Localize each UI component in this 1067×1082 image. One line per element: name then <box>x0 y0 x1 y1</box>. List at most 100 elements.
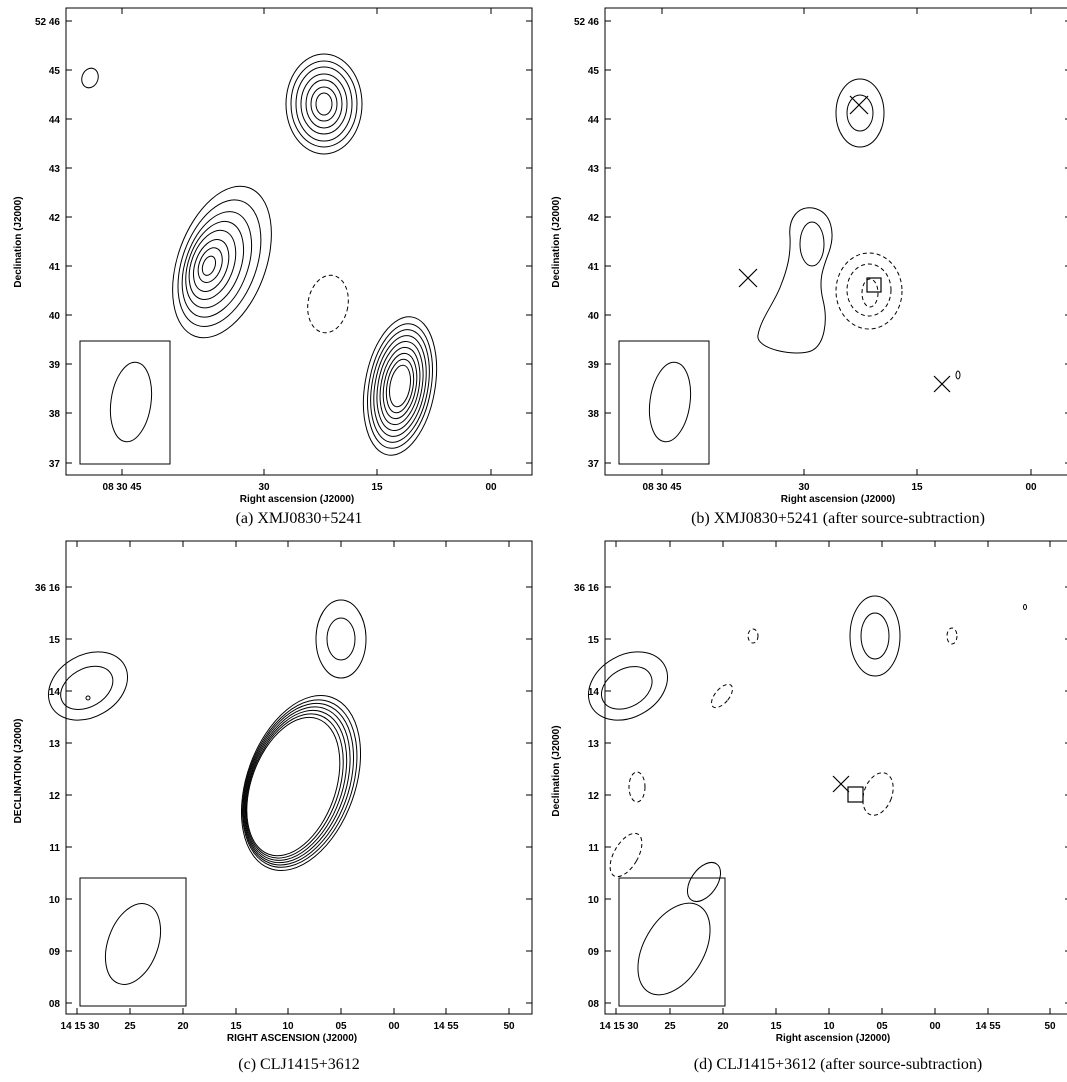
central-source <box>240 695 362 871</box>
y-tick-label: 11 <box>588 843 599 854</box>
x-ticks <box>76 541 510 1014</box>
y-tick-label: 13 <box>49 739 61 750</box>
x-axis-label: Right ascension (J2000) <box>776 1033 890 1044</box>
panel-c: 14 15 30 25 20 15 10 05 00 14 55 50 36 1… <box>13 540 533 1044</box>
x-tick-label: 15 <box>911 482 923 493</box>
cross-marker <box>933 375 951 393</box>
y-tick-label: 45 <box>49 66 61 77</box>
y-tick-label: 12 <box>588 791 600 802</box>
y-tick-label: 12 <box>49 791 61 802</box>
x-axis-label: Right ascension (J2000) <box>240 494 354 505</box>
y-tick-label: 15 <box>49 635 61 646</box>
contours <box>757 78 961 380</box>
panel-b-caption: (b) XMJ0830+5241 (after source-subtracti… <box>691 510 985 527</box>
beam-inset <box>618 877 726 1007</box>
x-tick-label: 00 <box>485 482 497 493</box>
x-tick-label: 14 55 <box>433 1021 458 1032</box>
contours <box>81 53 438 456</box>
plot-frame <box>65 7 533 476</box>
cross-marker <box>738 268 758 288</box>
y-tick-label: 08 <box>588 999 600 1010</box>
square-marker <box>847 786 864 803</box>
y-tick-labels: 36 16 15 14 13 12 11 10 09 08 <box>574 583 599 1010</box>
x-tick-label: 30 <box>798 482 810 493</box>
y-ticks <box>66 586 532 1004</box>
y-tick-label: 36 16 <box>35 583 60 594</box>
y-axis-label: Declination (J2000) <box>551 196 562 287</box>
beam-inset <box>618 340 710 465</box>
x-tick-label: 25 <box>664 1021 676 1032</box>
x-ticks <box>661 8 1032 475</box>
x-tick-label: 20 <box>177 1021 189 1032</box>
x-tick-label: 05 <box>335 1021 347 1032</box>
x-tick-label: 50 <box>503 1021 515 1032</box>
x-ticks <box>615 541 1051 1014</box>
y-ticks <box>66 20 532 464</box>
y-tick-label: 13 <box>588 739 600 750</box>
x-tick-label: 10 <box>823 1021 835 1032</box>
panel-c-caption: (c) CLJ1415+3612 <box>238 1056 360 1073</box>
x-tick-label: 00 <box>929 1021 941 1032</box>
x-tick-label: 15 <box>230 1021 242 1032</box>
x-tick-label: 30 <box>258 482 270 493</box>
x-tick-label: 14 55 <box>975 1021 1000 1032</box>
square-marker <box>866 277 882 293</box>
y-tick-label: 38 <box>588 409 600 420</box>
y-tick-label: 39 <box>588 360 600 371</box>
y-tick-label: 40 <box>588 311 600 322</box>
x-tick-label: 00 <box>1025 482 1037 493</box>
beam-inset <box>79 340 171 465</box>
plot-frame <box>604 7 1067 476</box>
y-tick-label: 52 46 <box>35 17 60 28</box>
x-tick-label: 50 <box>1044 1021 1056 1032</box>
panel-a: 08 30 45 30 15 00 52 46 45 44 43 42 41 4… <box>13 7 533 505</box>
panel-d-caption: (d) CLJ1415+3612 (after source-subtracti… <box>693 1056 983 1073</box>
x-tick-label: 15 <box>371 482 383 493</box>
y-tick-label: 41 <box>49 262 61 273</box>
x-axis-label: RIGHT ASCENSION (J2000) <box>227 1033 357 1044</box>
contours <box>587 595 1027 996</box>
y-axis-label: DECLINATION (J2000) <box>13 719 24 824</box>
contours <box>47 599 367 871</box>
y-tick-label: 09 <box>49 947 61 958</box>
x-tick-labels: 14 15 30 25 20 15 10 05 00 14 55 50 <box>600 1021 1056 1032</box>
x-tick-label: 14 15 30 <box>600 1021 639 1032</box>
x-tick-label: 05 <box>876 1021 888 1032</box>
x-tick-label: 08 30 45 <box>103 482 142 493</box>
y-tick-label: 10 <box>49 895 61 906</box>
y-tick-label: 10 <box>588 895 600 906</box>
x-tick-label: 00 <box>388 1021 400 1032</box>
y-tick-label: 09 <box>588 947 600 958</box>
x-tick-label: 08 30 45 <box>643 482 682 493</box>
y-tick-label: 43 <box>49 164 61 175</box>
y-tick-label: 45 <box>588 66 600 77</box>
source-top <box>285 53 363 155</box>
x-tick-label: 14 15 30 <box>61 1021 100 1032</box>
y-tick-label: 14 <box>588 687 600 698</box>
panel-d: 14 15 30 25 20 15 10 05 00 14 55 50 36 1… <box>551 540 1067 1044</box>
source-right <box>362 316 438 456</box>
y-tick-label: 15 <box>588 635 600 646</box>
y-tick-label: 52 46 <box>574 17 599 28</box>
y-tick-label: 39 <box>49 360 61 371</box>
x-tick-label: 20 <box>717 1021 729 1032</box>
plot-frame <box>604 540 1067 1015</box>
y-tick-label: 42 <box>588 213 600 224</box>
y-tick-label: 43 <box>588 164 600 175</box>
y-tick-label: 40 <box>49 311 61 322</box>
y-tick-label: 37 <box>588 459 600 470</box>
source-left <box>172 185 272 339</box>
x-tick-label: 15 <box>770 1021 782 1032</box>
x-tick-labels: 08 30 45 30 15 00 <box>103 482 497 493</box>
x-tick-labels: 14 15 30 25 20 15 10 05 00 14 55 50 <box>61 1021 515 1032</box>
cross-marker <box>849 95 869 115</box>
y-tick-label: 08 <box>49 999 61 1010</box>
y-tick-label: 41 <box>588 262 600 273</box>
y-ticks <box>605 20 1067 464</box>
plot-frame <box>65 540 533 1015</box>
source-markers <box>738 95 951 393</box>
panel-b: 08 30 45 30 15 00 52 46 45 44 43 42 41 4… <box>551 7 1067 505</box>
y-tick-label: 42 <box>49 213 61 224</box>
x-tick-label: 25 <box>124 1021 136 1032</box>
